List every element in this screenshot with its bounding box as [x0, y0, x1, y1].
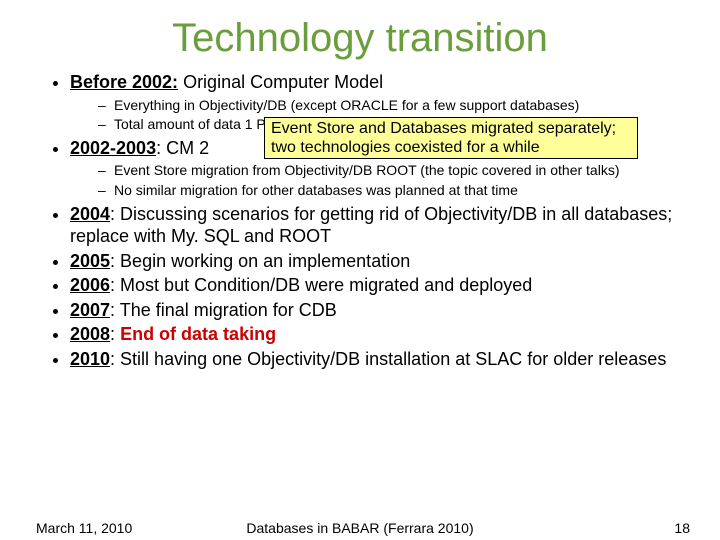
bullet-2004: 2004: Discussing scenarios for getting r…	[70, 203, 674, 248]
slide: Technology transition Before 2002: Origi…	[0, 0, 720, 540]
bullet-2002-2003: 2002-2003: CM 2 Event Store and Database…	[70, 137, 674, 199]
bullet-rest: : The final migration for CDB	[110, 300, 337, 320]
sub-item: No similar migration for other databases…	[98, 181, 674, 199]
bullet-2008: 2008: End of data taking	[70, 323, 674, 346]
bullet-rest: : Still having one Objectivity/DB instal…	[110, 349, 666, 369]
bullet-2010: 2010: Still having one Objectivity/DB in…	[70, 348, 674, 371]
bullet-rest: : Discussing scenarios for getting rid o…	[70, 204, 672, 247]
bullet-rest: :	[110, 324, 120, 344]
bullet-2006: 2006: Most but Condition/DB were migrate…	[70, 274, 674, 297]
callout-box: Event Store and Databases migrated separ…	[264, 117, 638, 159]
bullet-lead: 2007	[70, 300, 110, 320]
page-number: 18	[674, 520, 690, 536]
bullet-lead: 2005	[70, 251, 110, 271]
footer-title: Databases in BABAR (Ferrara 2010)	[0, 520, 720, 536]
bullet-lead: 2010	[70, 349, 110, 369]
bullet-lead: Before 2002:	[70, 72, 178, 92]
bullet-2007: 2007: The final migration for CDB	[70, 299, 674, 322]
bullet-lead: 2002-2003	[70, 138, 156, 158]
sub-list: Event Store migration from Objectivity/D…	[70, 161, 674, 198]
bullet-rest: : Most but Condition/DB were migrated an…	[110, 275, 532, 295]
bullet-lead: 2008	[70, 324, 110, 344]
bullet-rest: : Begin working on an implementation	[110, 251, 410, 271]
bullet-lead: 2006	[70, 275, 110, 295]
sub-text: Everything in Objectivity/DB (except ORA…	[114, 97, 579, 113]
sub-text: Total amount of data 1 PB	[114, 116, 275, 132]
sub-item: Event Store migration from Objectivity/D…	[98, 161, 674, 179]
accent-text: End of data taking	[120, 324, 276, 344]
bullet-rest: : CM 2	[156, 138, 209, 158]
slide-title: Technology transition	[0, 0, 720, 71]
sub-item: Everything in Objectivity/DB (except ORA…	[98, 96, 674, 114]
sub-text: Event Store migration from Objectivity/D…	[114, 162, 619, 178]
bullet-list: Before 2002: Original Computer Model Eve…	[46, 71, 674, 370]
bullet-2005: 2005: Begin working on an implementation	[70, 250, 674, 273]
bullet-lead: 2004	[70, 204, 110, 224]
slide-body: Before 2002: Original Computer Model Eve…	[0, 71, 720, 370]
bullet-rest: Original Computer Model	[178, 72, 383, 92]
sub-text: No similar migration for other databases…	[114, 182, 518, 198]
